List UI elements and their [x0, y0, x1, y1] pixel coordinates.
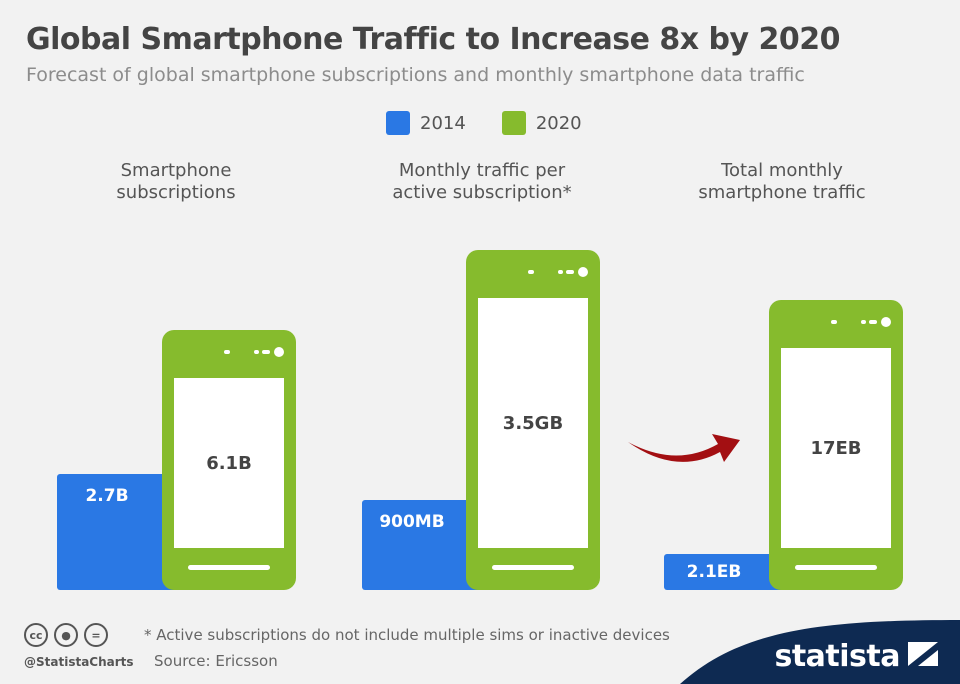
- panel-title-traffic-per-subscription: Monthly traffic per active subscription*: [392, 160, 572, 203]
- data-label-2014: 2.1EB: [686, 562, 742, 582]
- statista-logo-icon: [908, 642, 938, 666]
- brand-banner: [680, 620, 960, 684]
- phone-home-bar-icon: [795, 565, 877, 570]
- data-label-2014: 2.7B: [85, 486, 129, 506]
- phone-home-bar-icon: [188, 565, 270, 570]
- cc-icon: cc: [24, 623, 48, 647]
- attribution-icon: ●: [54, 623, 78, 647]
- footnote: * Active subscriptions do not include mu…: [144, 626, 670, 644]
- panel-title-total-traffic: Total monthly smartphone traffic: [698, 160, 866, 203]
- no-derivatives-icon: =: [84, 623, 108, 647]
- increase-arrow-icon: [628, 434, 740, 462]
- chart-subtitle: Forecast of global smartphone subscripti…: [26, 64, 805, 86]
- phone-camera-icon: [578, 267, 588, 277]
- bar-2020-phone: 3.5GB: [466, 250, 600, 590]
- data-label-2020: 17EB: [781, 348, 891, 548]
- social-handle: @StatistaCharts: [24, 655, 134, 669]
- brand-name: statista: [774, 639, 900, 674]
- data-label-2020: 3.5GB: [478, 298, 588, 548]
- phone-speaker-icon: [861, 320, 866, 324]
- phone-speaker-icon: [831, 320, 837, 324]
- source-note: Source: Ericsson: [154, 652, 278, 670]
- legend: 2014 2020: [386, 111, 582, 135]
- phone-camera-icon: [274, 347, 284, 357]
- license-icons: cc ● =: [24, 623, 108, 647]
- phone-speaker-icon: [566, 270, 574, 274]
- data-label-2014: 900MB: [379, 512, 445, 532]
- phone-speaker-icon: [869, 320, 877, 324]
- phone-speaker-icon: [254, 350, 259, 354]
- legend-swatch-2020: [501, 111, 526, 135]
- phone-home-bar-icon: [492, 565, 574, 570]
- bar-2020-phone: 6.1B: [162, 330, 296, 590]
- chart-title: Global Smartphone Traffic to Increase 8x…: [26, 22, 841, 57]
- bar-2020-phone: 17EB: [769, 300, 903, 590]
- phone-speaker-icon: [262, 350, 270, 354]
- legend-label-2014: 2014: [420, 112, 466, 134]
- legend-item-2020: 2020: [501, 111, 582, 135]
- phone-speaker-icon: [558, 270, 563, 274]
- panel-title-subscriptions: Smartphone subscriptions: [116, 160, 236, 203]
- legend-swatch-2014: [386, 111, 410, 135]
- phone-speaker-icon: [224, 350, 230, 354]
- legend-label-2020: 2020: [535, 112, 582, 134]
- data-label-2020: 6.1B: [174, 378, 284, 548]
- legend-item-2014: 2014: [386, 111, 466, 135]
- phone-speaker-icon: [528, 270, 534, 274]
- phone-camera-icon: [881, 317, 891, 327]
